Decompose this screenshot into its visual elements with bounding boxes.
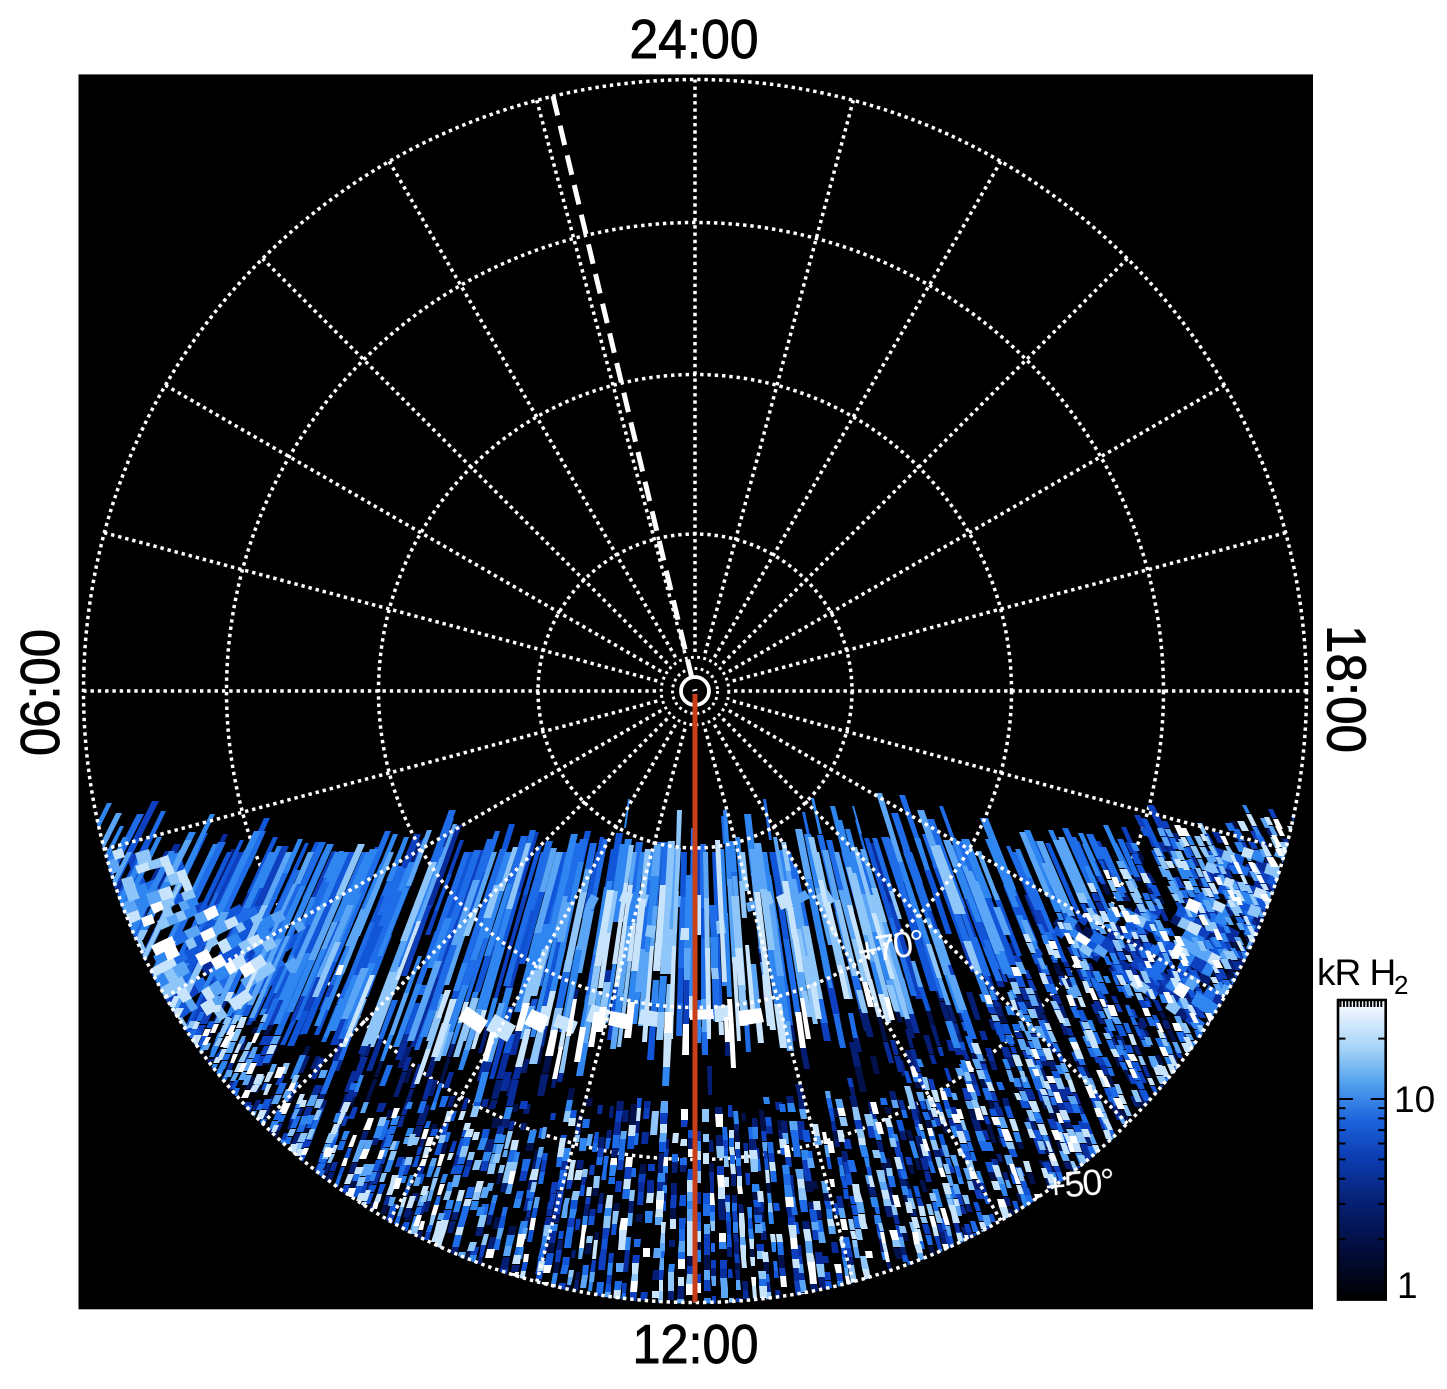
svg-text:24:00: 24:00 — [630, 8, 759, 70]
svg-text:+50°: +50° — [1043, 1160, 1116, 1207]
svg-text:12:00: 12:00 — [633, 1313, 759, 1375]
svg-text:1: 1 — [1397, 1265, 1418, 1306]
svg-text:2: 2 — [1394, 970, 1408, 1000]
svg-text:10: 10 — [1394, 1079, 1435, 1120]
svg-text:06:00: 06:00 — [9, 629, 71, 756]
svg-text:18:00: 18:00 — [1316, 625, 1378, 753]
svg-text:kR H: kR H — [1317, 952, 1395, 993]
